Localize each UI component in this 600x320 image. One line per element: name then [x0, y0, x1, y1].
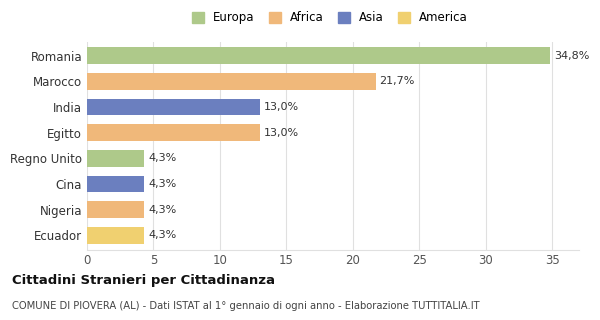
Text: 34,8%: 34,8% [554, 51, 589, 61]
Text: 4,3%: 4,3% [148, 230, 176, 240]
Text: 4,3%: 4,3% [148, 205, 176, 215]
Text: Cittadini Stranieri per Cittadinanza: Cittadini Stranieri per Cittadinanza [12, 274, 275, 287]
Text: 13,0%: 13,0% [264, 128, 299, 138]
Bar [87, 150, 144, 167]
Text: 21,7%: 21,7% [380, 76, 415, 86]
Bar [87, 227, 144, 244]
Bar [87, 99, 260, 116]
Bar [87, 202, 144, 218]
Text: 4,3%: 4,3% [148, 153, 176, 164]
Legend: Europa, Africa, Asia, America: Europa, Africa, Asia, America [190, 9, 470, 27]
Bar [87, 176, 144, 192]
Bar [87, 73, 376, 90]
Text: COMUNE DI PIOVERA (AL) - Dati ISTAT al 1° gennaio di ogni anno - Elaborazione TU: COMUNE DI PIOVERA (AL) - Dati ISTAT al 1… [12, 301, 479, 311]
Bar [87, 124, 260, 141]
Bar [87, 47, 550, 64]
Text: 13,0%: 13,0% [264, 102, 299, 112]
Text: 4,3%: 4,3% [148, 179, 176, 189]
